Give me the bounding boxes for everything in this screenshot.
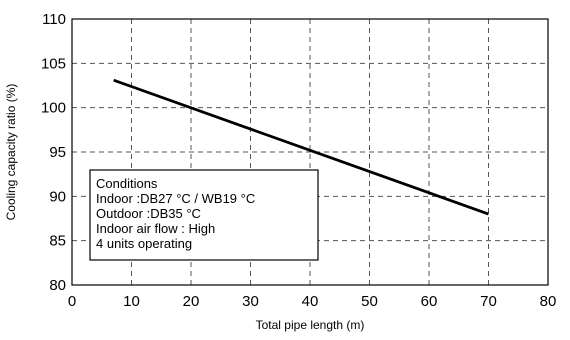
plot-frame (71, 18, 549, 286)
x-tick-label: 60 (421, 293, 438, 310)
y-tick-label: 95 (49, 144, 66, 161)
tick-labels: 0 10 20 30 40 50 60 70 80 80 85 90 95 100 105 110 (41, 11, 556, 310)
conditions-text-line: Outdoor :DB35 °C (96, 206, 201, 221)
x-tick-label: 20 (183, 293, 200, 310)
conditions-box-frame (89, 169, 319, 261)
x-axis-title: Total pipe length (m) (256, 318, 365, 332)
x-tick-label: 0 (68, 293, 76, 310)
x-tick-label: 80 (540, 293, 557, 310)
y-tick-label: 90 (49, 188, 66, 205)
conditions-text-line: Indoor :DB27 °C / WB19 °C (96, 191, 255, 206)
conditions-text-line: 4 units operating (96, 236, 192, 251)
conditions-text-line: Indoor air flow : High (96, 221, 215, 236)
y-tick-label: 110 (42, 11, 66, 28)
series-line (113, 78, 489, 216)
x-tick-label: 30 (242, 293, 259, 310)
y-tick-label: 85 (49, 233, 66, 250)
y-tick-label: 80 (49, 277, 66, 294)
x-tick-label: 70 (480, 293, 497, 310)
x-tick-label: 50 (361, 293, 378, 310)
y-tick-label: 105 (41, 55, 66, 72)
x-tick-label: 10 (123, 293, 140, 310)
series-layer (113, 78, 489, 216)
x-tick-label: 40 (302, 293, 319, 310)
conditions-text-line: Conditions (96, 176, 158, 191)
y-axis-title: Cooling capacity ratio (%) (4, 84, 18, 221)
y-tick-label: 100 (41, 100, 66, 117)
